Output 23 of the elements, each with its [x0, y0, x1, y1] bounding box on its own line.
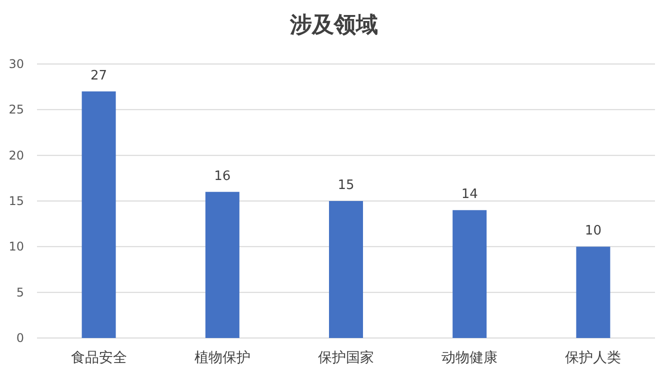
data-label: 10 [584, 224, 602, 239]
bar [82, 91, 116, 338]
y-tick-label: 25 [8, 102, 24, 117]
data-label: 14 [461, 187, 478, 202]
bar [576, 246, 610, 338]
bar [329, 201, 363, 338]
y-tick-label: 10 [8, 240, 24, 254]
x-tick-label: 植物保护 [194, 350, 250, 366]
y-tick-label: 30 [8, 57, 24, 71]
bar [205, 192, 240, 338]
x-tick-label: 保护国家 [318, 350, 374, 366]
y-tick-label: 0 [16, 331, 24, 345]
bar [452, 210, 487, 338]
x-tick-label: 动物健康 [442, 350, 498, 366]
x-tick-label: 食品安全 [70, 350, 127, 366]
chart-title: 涉及领域 [289, 12, 378, 38]
data-label: 16 [214, 168, 231, 184]
y-tick-label: 5 [16, 285, 24, 300]
y-tick-label: 20 [8, 148, 24, 162]
x-tick-label: 保护人类 [565, 350, 622, 366]
data-label: 27 [90, 68, 108, 84]
data-label: 15 [338, 178, 354, 193]
y-tick-label: 15 [8, 194, 24, 208]
